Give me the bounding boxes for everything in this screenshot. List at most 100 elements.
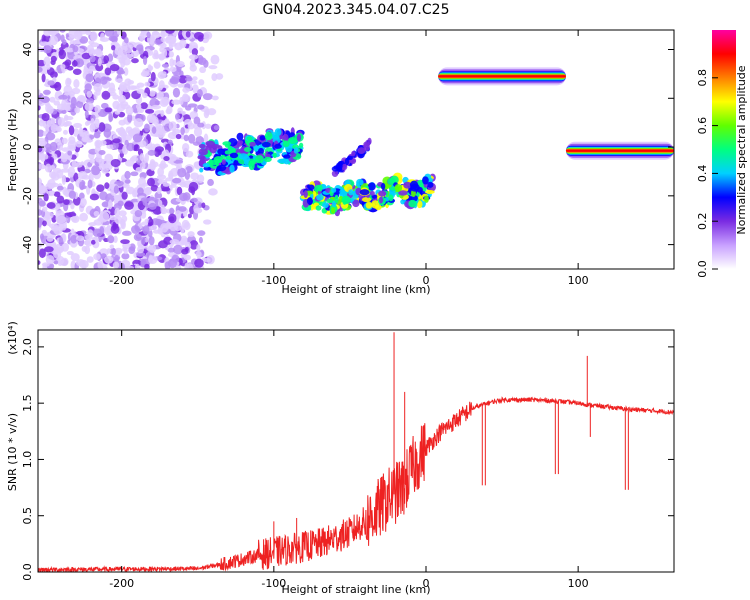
- spectrogram-cell: [150, 184, 159, 192]
- spectrogram-cell: [38, 66, 43, 73]
- spectrogram-cell: [177, 167, 187, 178]
- spectrogram-cell: [199, 46, 205, 52]
- spectrogram-cell: [173, 221, 182, 232]
- spectrogram-cell: [318, 184, 323, 192]
- spectrogram-cell: [176, 60, 185, 68]
- spectrogram-cell: [203, 31, 213, 40]
- spectrogram-cell: [140, 70, 151, 77]
- spectrogram-cell: [196, 244, 201, 252]
- spectrogram-cell: [157, 179, 168, 185]
- spectrogram-cell: [87, 229, 94, 238]
- spectrogram-cell: [104, 182, 110, 190]
- spectrogram-cell: [74, 106, 81, 114]
- spectrogram-cell: [89, 123, 100, 130]
- spectrogram-cell: [380, 182, 386, 190]
- spectrogram-cell: [42, 220, 47, 227]
- spectrogram-cell: [38, 145, 43, 153]
- spectrogram-cell: [293, 147, 299, 154]
- spectrogram-cell: [135, 103, 142, 110]
- spectrogram-cell: [118, 86, 123, 97]
- spectrogram-cell: [60, 34, 65, 43]
- spectrogram-cell: [148, 255, 158, 264]
- spectrogram-cell: [152, 229, 161, 234]
- spectrogram-cell: [246, 136, 253, 141]
- spectrogram-cell: [78, 202, 85, 213]
- spectrogram-cell: [330, 207, 336, 214]
- spectrogram-cell: [150, 224, 157, 230]
- snr-xtick-label: -200: [109, 577, 134, 590]
- spectrogram-cell: [186, 263, 193, 269]
- spectrogram-cell: [106, 224, 112, 235]
- spectrogram-cell: [107, 235, 115, 244]
- spectrogram-cell: [121, 83, 131, 93]
- spectrogram-cell: [131, 58, 139, 64]
- spectrogram-cell: [66, 211, 77, 218]
- spectrogram-cell: [197, 122, 205, 128]
- spectrogram-cell: [184, 77, 193, 82]
- spectrogram-cell: [43, 193, 49, 202]
- spectrogram-cell: [180, 235, 188, 244]
- spectrogram-cell: [195, 250, 202, 258]
- spectrogram-cell: [121, 191, 128, 200]
- spectrogram-cell: [168, 51, 174, 58]
- spectrogram-cell: [181, 248, 189, 255]
- spectrogram-cell: [142, 92, 148, 99]
- spectrogram-cell: [172, 59, 177, 66]
- chart-title: GN04.2023.345.04.07.C25: [262, 2, 450, 18]
- spectrogram-cell: [55, 203, 61, 210]
- colorbar-label: Normalized spectral amplitude: [735, 65, 748, 234]
- snr-xtick-label: -100: [261, 577, 286, 590]
- spectrogram-cell: [187, 122, 195, 130]
- spectrogram-cell: [145, 186, 151, 193]
- colorbar-tick-label: 0.0: [696, 260, 709, 278]
- spectrogram-cell: [66, 250, 74, 256]
- spectrogram-cell: [378, 190, 387, 197]
- spectrogram-cell: [114, 47, 123, 56]
- spectrogram-cell: [148, 116, 159, 123]
- spectrogram-cell: [315, 205, 322, 211]
- spectrogram-ylabel: Frequency (Hz): [6, 109, 19, 192]
- spectrogram-cell: [142, 50, 149, 58]
- spectrogram-cell: [81, 52, 91, 60]
- snr-frame: [37, 329, 675, 573]
- snr-ytick-label: 1.0: [21, 451, 34, 469]
- spectrogram-cell: [168, 43, 173, 50]
- spectrogram-cell: [95, 155, 103, 163]
- spectrogram-cell: [359, 189, 370, 196]
- spectrogram-cell: [156, 92, 164, 99]
- spectrogram-cell: [341, 163, 348, 171]
- colorbar-tick-label: 0.4: [696, 165, 709, 183]
- spectrogram-cell: [87, 179, 93, 189]
- spectrogram-cell: [303, 190, 308, 199]
- spectrogram-cell: [167, 247, 175, 253]
- spectrogram-cell: [410, 183, 420, 192]
- spectrogram-cell: [176, 163, 182, 170]
- colorbar: 0.0 0.2 0.4 0.6 0.8 Normalized spectral ampl…: [696, 30, 748, 278]
- spectrogram-cell: [54, 81, 62, 92]
- spectrogram-cell: [158, 85, 163, 91]
- spectrogram-cell: [363, 141, 370, 147]
- spectrogram-cell: [168, 121, 177, 131]
- spectrogram-cell: [141, 157, 148, 164]
- spectrogram-cell: [173, 244, 183, 255]
- spectrogram-cell: [114, 110, 121, 115]
- spectrogram-cell: [160, 222, 169, 233]
- spectrogram-ytick-label: -20: [21, 187, 34, 205]
- spectrogram-cell: [187, 80, 198, 85]
- spectrogram-cell: [84, 102, 94, 112]
- spectrogram-cell: [202, 93, 213, 101]
- spectrogram-cell: [57, 117, 66, 127]
- spectrogram-cell: [59, 221, 68, 231]
- spectrogram-cell: [166, 105, 173, 115]
- spectrogram-cell: [38, 104, 41, 111]
- spectrogram-cell: [60, 242, 70, 252]
- spectrogram-cell: [161, 48, 168, 58]
- spectrogram-cell: [178, 75, 188, 84]
- spectrogram-ytick-label: 20: [21, 91, 34, 105]
- spectrogram-cell: [196, 174, 205, 183]
- spectrogram-cell: [63, 114, 69, 122]
- spectrogram-xtick-label: 100: [568, 274, 589, 287]
- spectrogram-marks: [38, 30, 674, 269]
- spectrogram-cell: [389, 175, 399, 185]
- spectrogram-cell: [72, 45, 79, 53]
